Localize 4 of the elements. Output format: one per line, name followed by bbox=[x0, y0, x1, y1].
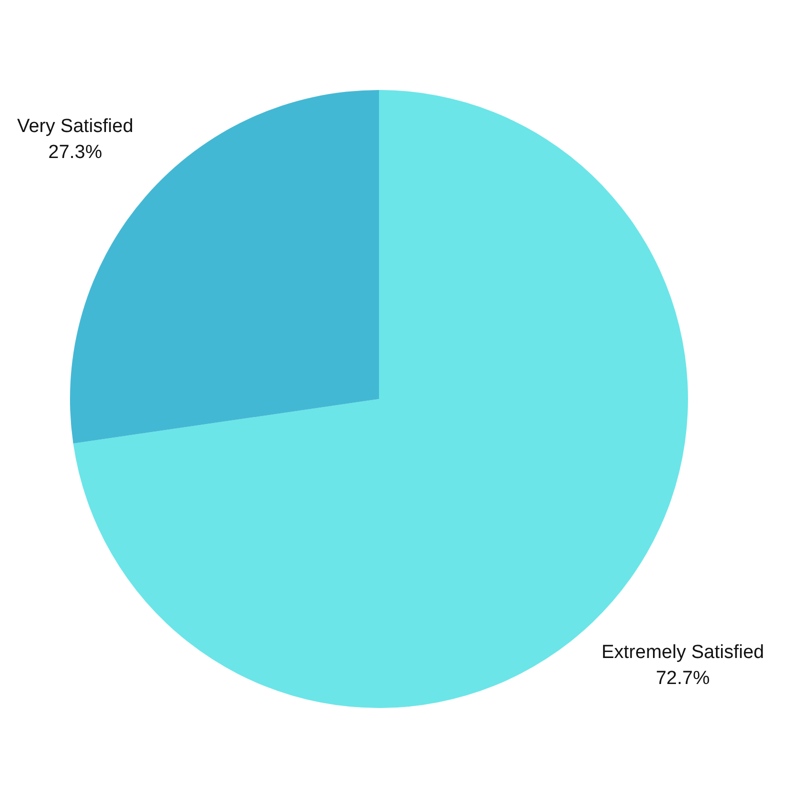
data-label: 27.3% bbox=[48, 142, 102, 164]
slice-label: Very Satisfied bbox=[17, 116, 134, 138]
slice-label: Extremely Satisfied bbox=[601, 642, 764, 663]
data-label: 72.7% bbox=[656, 668, 710, 689]
